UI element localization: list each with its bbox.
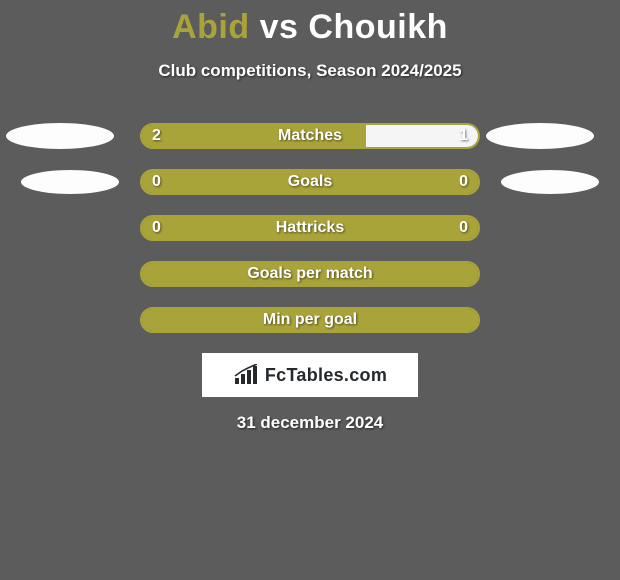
bar-fill-right xyxy=(366,125,478,147)
player-a-name: Abid xyxy=(172,8,250,46)
avatar-right xyxy=(501,170,599,194)
subtitle: Club competitions, Season 2024/2025 xyxy=(0,61,620,81)
stat-rows: Matches21Goals00Hattricks00Goals per mat… xyxy=(0,123,620,333)
brand-badge: FcTables.com xyxy=(202,353,418,397)
avatar-right xyxy=(486,123,594,149)
stat-row: Goals per match xyxy=(0,261,620,287)
page-title: Abid vs Chouikh xyxy=(0,0,620,47)
bar-fill-left xyxy=(142,263,478,285)
bar-fill-left xyxy=(142,125,366,147)
bar-track xyxy=(140,261,480,287)
stat-row: Min per goal xyxy=(0,307,620,333)
bar-track xyxy=(140,123,480,149)
bar-chart-icon xyxy=(233,364,259,386)
avatar-left xyxy=(6,123,114,149)
bar-fill-left xyxy=(142,309,478,331)
avatar-left xyxy=(21,170,119,194)
stat-row: Hattricks00 xyxy=(0,215,620,241)
player-b-name: Chouikh xyxy=(308,8,447,46)
bar-track xyxy=(140,169,480,195)
date-label: 31 december 2024 xyxy=(0,413,620,433)
vs-separator: vs xyxy=(260,8,299,46)
comparison-infographic: Abid vs Chouikh Club competitions, Seaso… xyxy=(0,0,620,580)
bar-fill-left xyxy=(142,217,478,239)
bar-track xyxy=(140,215,480,241)
brand-text: FcTables.com xyxy=(265,365,387,386)
bar-fill-left xyxy=(142,171,478,193)
bar-track xyxy=(140,307,480,333)
